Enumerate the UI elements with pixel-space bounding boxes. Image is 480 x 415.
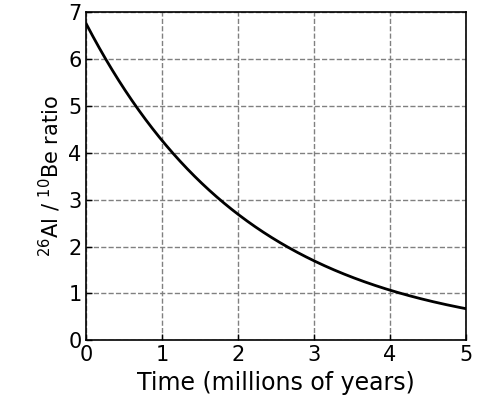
X-axis label: Time (millions of years): Time (millions of years) [137,371,415,395]
Y-axis label: $^{26}$Al / $^{10}$Be ratio: $^{26}$Al / $^{10}$Be ratio [36,95,62,257]
